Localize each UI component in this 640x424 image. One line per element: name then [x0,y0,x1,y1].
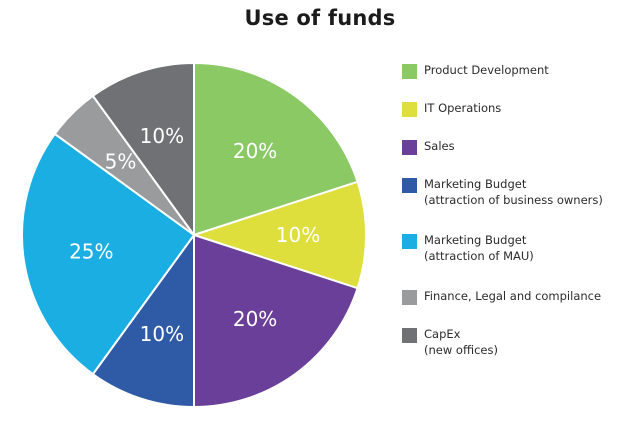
legend-label-line: CapEx [424,327,461,341]
pie-slice [91,234,195,408]
pie-slice [21,132,195,376]
legend-label-line: (attraction of business owners) [424,193,603,207]
slice-label: 20% [233,139,277,163]
legend-label-line: Marketing Budget [424,177,527,191]
legend-swatch [402,102,417,117]
legend-swatch [402,140,417,155]
slice-label: 20% [233,307,277,331]
legend-label: Finance, Legal and compilance [424,288,638,304]
legend-swatch [402,290,417,305]
legend-label-line: Sales [424,139,455,153]
legend-swatch [402,178,417,193]
slice-label: 10% [140,124,184,148]
legend-label-line: IT Operations [424,101,502,115]
pie-slice [193,180,367,290]
legend-label-line: Product Development [424,63,549,77]
legend-label-line: (attraction of MAU) [424,249,534,263]
legend-swatch [402,64,417,79]
legend-label: Product Development [424,62,638,78]
pie-slice [193,234,359,408]
chart-title: Use of funds [244,6,396,30]
slice-label: 25% [69,239,113,263]
legend-swatch [402,328,417,343]
legend-swatch [402,234,417,249]
legend-label-line: Finance, Legal and compilance [424,289,602,303]
legend-label-line: Marketing Budget [424,233,527,247]
slice-label: 5% [105,150,137,174]
pie-slice [91,62,195,236]
legend-label: Marketing Budget (attraction of business … [424,176,638,208]
legend-label: CapEx (new offices) [424,326,638,358]
pie-slice [193,62,359,236]
slice-label: 10% [140,322,184,346]
legend-label: IT Operations [424,100,638,116]
legend-label: Sales [424,138,638,154]
legend-label: Marketing Budget (attraction of MAU) [424,232,638,264]
slice-label: 10% [276,223,320,247]
legend-label-line: (new offices) [424,343,498,357]
